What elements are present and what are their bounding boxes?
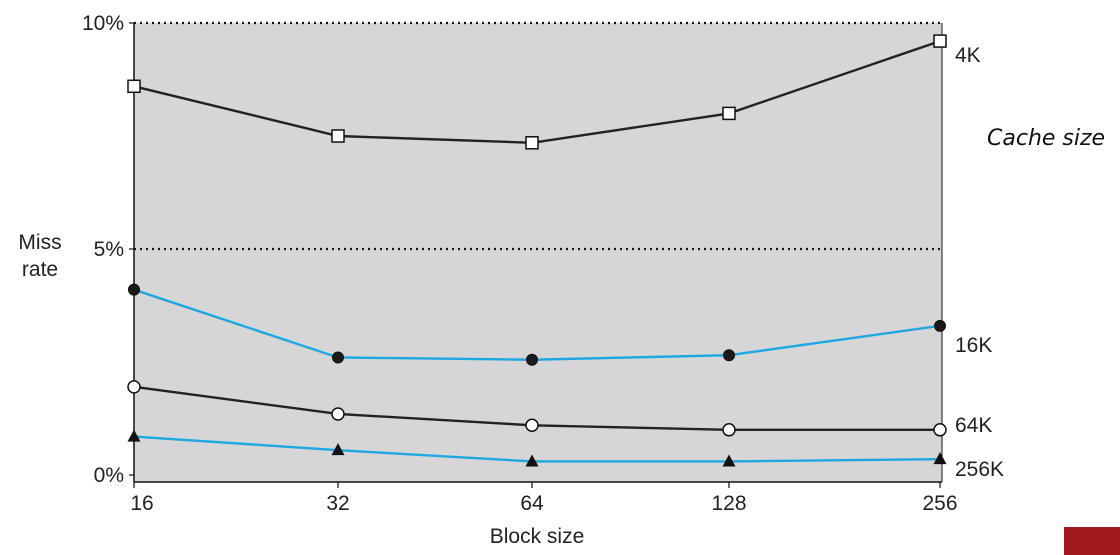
labels: Miss rate Block size Cache size 0% 5% 10% 1… [18, 12, 1105, 548]
series-markers [127, 34, 947, 467]
plot-area [134, 23, 942, 482]
data-point-4K [722, 106, 736, 121]
data-point-64K [127, 380, 141, 394]
data-point-16K [128, 283, 140, 296]
y-axis-title-line1: Miss [18, 231, 61, 254]
data-point-256K [525, 454, 539, 467]
data-point-4K [331, 129, 345, 143]
y-tick-label: 10% [82, 12, 124, 35]
x-tick-label: 16 [130, 492, 153, 515]
data-point-4K [127, 79, 141, 94]
data-point-4K [933, 34, 947, 48]
data-point-256K [933, 452, 947, 465]
data-point-256K [722, 454, 736, 467]
x-axis-title: Block size [490, 525, 585, 548]
y-axis-title-line2: rate [22, 258, 58, 281]
y-tick-label: 0% [94, 464, 124, 487]
series-label-256K: 256K [955, 458, 1004, 481]
data-point-16K [934, 319, 946, 332]
gridlines [134, 21, 942, 251]
data-point-64K [933, 423, 947, 437]
series-label-16K: 16K [955, 334, 992, 357]
data-point-256K [127, 429, 141, 442]
x-tick-label: 32 [326, 492, 349, 515]
data-point-64K [331, 407, 345, 421]
y-tick-label: 5% [94, 238, 124, 261]
x-tick-label: 64 [520, 492, 544, 515]
legend-title: Cache size [987, 126, 1105, 151]
data-point-64K [722, 423, 736, 437]
axes [129, 22, 943, 488]
x-tick-label: 256 [922, 492, 957, 515]
data-point-16K [723, 349, 735, 362]
corner-accent-block [1064, 527, 1120, 555]
x-tick-label: 128 [711, 492, 746, 515]
data-point-256K [331, 443, 345, 456]
data-point-16K [332, 351, 344, 364]
data-point-4K [525, 136, 539, 150]
series-label-64K: 64K [955, 414, 992, 437]
data-point-16K [526, 353, 538, 366]
series-label-4K: 4K [955, 44, 981, 67]
data-point-64K [525, 418, 539, 433]
